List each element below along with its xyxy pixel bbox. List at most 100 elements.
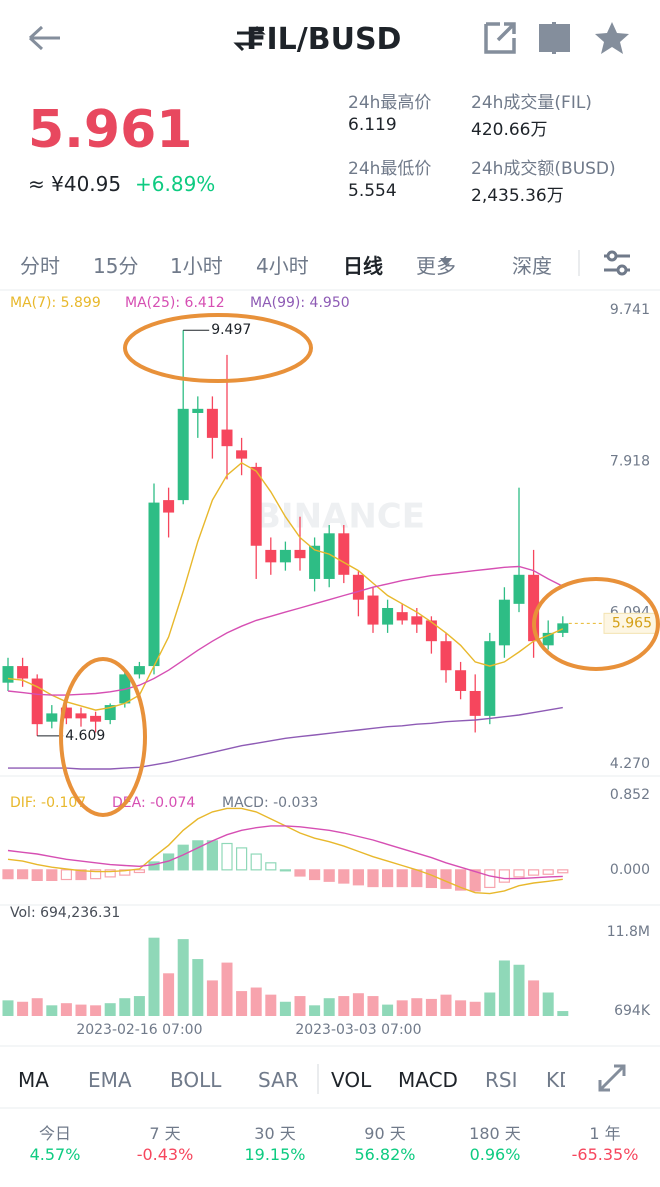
indicator-tab[interactable]: MA xyxy=(18,1068,49,1092)
interval-tab[interactable]: 深度 xyxy=(512,254,552,278)
macd-bar xyxy=(221,842,233,871)
indicator-tab[interactable]: SAR xyxy=(258,1068,299,1092)
indicator-tab[interactable]: VOL xyxy=(331,1068,372,1092)
back-button[interactable] xyxy=(28,25,60,51)
highlight-ring xyxy=(532,577,660,671)
stat-value: 6.119 xyxy=(348,115,397,135)
candle-body xyxy=(206,408,218,438)
macd-bar xyxy=(119,869,131,876)
ma-line xyxy=(8,706,563,770)
period-label: 30 天 xyxy=(254,1124,296,1143)
macd-bar xyxy=(396,869,408,888)
volume-bar xyxy=(148,937,160,1016)
macd-bar xyxy=(89,869,102,880)
macd-bar xyxy=(148,861,160,871)
favorite-icon[interactable] xyxy=(595,22,629,54)
volume-bar xyxy=(367,996,379,1016)
swap-icon[interactable] xyxy=(233,25,266,52)
volume-bar xyxy=(411,998,423,1016)
legend-entry: MA(25): 6.412 xyxy=(125,295,225,311)
interval-tab[interactable]: 日线 xyxy=(343,254,383,278)
candle-body xyxy=(221,429,233,447)
interval-tab[interactable]: 15分 xyxy=(93,254,139,278)
y-tick-label: 9.741 xyxy=(610,302,650,318)
settings-icon[interactable] xyxy=(606,250,618,262)
volume-bar xyxy=(221,962,233,1016)
stat-value: 2,435.36万 xyxy=(471,186,564,206)
candle-body xyxy=(484,641,496,716)
pair-title[interactable]: FIL/BUSD xyxy=(246,22,402,57)
volume-bar xyxy=(542,992,554,1016)
candle-body xyxy=(498,599,510,646)
price-cny: ≈ ¥40.95 xyxy=(28,172,122,196)
period-label: 7 天 xyxy=(149,1124,181,1143)
candle-body xyxy=(177,408,189,501)
volume-bar xyxy=(119,998,131,1016)
candle-body xyxy=(90,715,102,722)
candle-body xyxy=(17,666,29,679)
candle-body xyxy=(46,713,58,722)
price-change: +6.89% xyxy=(135,172,216,196)
legend-entry: DIF: -0.107 xyxy=(10,795,86,811)
legend-entry: MACD: -0.033 xyxy=(222,795,318,811)
legend-entry: DEA: -0.074 xyxy=(112,795,195,811)
layout-icon[interactable] xyxy=(539,22,570,54)
macd-bar xyxy=(2,869,14,880)
macd-bar xyxy=(206,840,218,871)
legend-entry: Vol: 694,236.31 xyxy=(10,905,120,921)
candle-body xyxy=(469,690,481,716)
macd-bar xyxy=(294,869,306,877)
macd-bar xyxy=(498,869,510,883)
indicator-tab[interactable]: MACD xyxy=(398,1068,458,1092)
macd-bar xyxy=(367,869,379,888)
volume-bar xyxy=(75,1004,87,1016)
candle-body xyxy=(279,549,291,563)
share-icon[interactable] xyxy=(484,22,516,54)
fullscreen-icon[interactable] xyxy=(598,1064,626,1092)
indicator-tab[interactable]: BOLL xyxy=(170,1068,222,1092)
interval-tab[interactable]: 4小时 xyxy=(256,254,309,278)
volume-bar xyxy=(90,1005,102,1016)
period-change: -65.35% xyxy=(571,1145,639,1164)
highlight-ring xyxy=(59,657,147,817)
stat-label: 24h成交量(FIL) xyxy=(471,93,592,113)
y-tick-label: 0.852 xyxy=(610,787,650,803)
last-price-label: 5.965 xyxy=(612,615,652,631)
candle-body xyxy=(338,533,350,575)
macd-bar xyxy=(265,862,277,871)
y-tick-label: 4.270 xyxy=(610,756,650,772)
volume-bar xyxy=(177,939,189,1016)
candle-body xyxy=(557,623,569,633)
candle-body xyxy=(455,670,467,691)
dropdown-arrow[interactable] xyxy=(440,258,452,266)
stat-label: 24h最高价 xyxy=(348,93,432,113)
volume-bar xyxy=(455,1000,467,1016)
volume-bar xyxy=(31,998,43,1016)
indicator-tab[interactable]: RSI xyxy=(485,1068,518,1092)
interval-tab[interactable]: 更多 xyxy=(416,254,456,278)
volume-bar xyxy=(17,1001,29,1016)
stat-label: 24h最低价 xyxy=(348,159,432,179)
stat-label: 24h成交额(BUSD) xyxy=(471,159,616,179)
period-change: -0.43% xyxy=(136,1145,194,1164)
volume-bar xyxy=(513,964,525,1016)
y-tick-label: 11.8M xyxy=(607,924,650,940)
volume-bar xyxy=(104,1003,116,1016)
macd-bar xyxy=(31,869,43,881)
candle-body xyxy=(513,574,525,604)
macd-bar xyxy=(17,869,29,880)
volume-bar xyxy=(498,960,510,1016)
indicator-tab[interactable]: EMA xyxy=(88,1068,132,1092)
legend-entry: MA(7): 5.899 xyxy=(10,295,101,311)
stat-value: 420.66万 xyxy=(471,120,548,140)
period-label: 今日 xyxy=(38,1124,71,1143)
interval-tab[interactable]: 1小时 xyxy=(170,254,223,278)
indicator-tab[interactable]: KDJ xyxy=(546,1068,565,1092)
settings-icon[interactable] xyxy=(616,264,628,276)
candle-body xyxy=(148,502,160,667)
interval-tab[interactable]: 分时 xyxy=(20,254,60,278)
stat-value: 5.554 xyxy=(348,181,397,201)
candle-body xyxy=(192,408,204,413)
volume-bar xyxy=(528,980,540,1016)
